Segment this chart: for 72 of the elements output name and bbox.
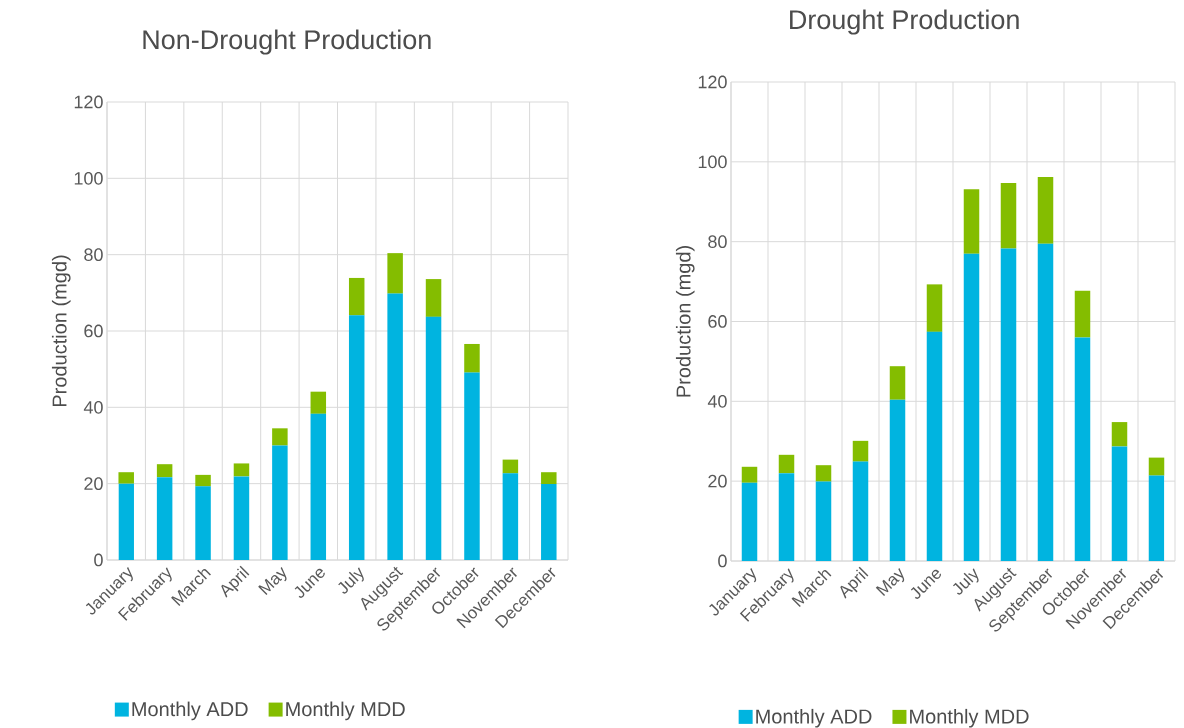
bar [310,391,327,414]
bar [1074,290,1091,338]
x-tick-label: May [258,566,287,595]
bar [464,343,480,373]
legend-label: Monthly ADD [132,701,248,721]
bar [741,466,758,483]
y-tick-label: 80 [84,248,103,262]
bar [926,284,943,332]
bar [889,366,906,400]
bar [272,445,288,560]
y-tick-label: 0 [718,554,727,568]
bar [195,474,211,487]
bar [156,464,173,478]
bar [541,484,557,560]
bar [425,316,442,560]
y-tick-label: 120 [74,95,103,109]
bar [1111,446,1128,561]
legend-label: Monthly ADD [756,708,872,728]
bar [233,476,250,560]
bar [233,463,250,477]
bar [502,473,519,560]
chart-title: Drought Production [790,9,1019,35]
bar [387,253,403,294]
bar [741,482,758,561]
bar [464,372,480,560]
bar [963,253,980,561]
y-tick-label: 60 [708,315,727,328]
bar [1037,243,1054,561]
legend-label: Monthly MDD [286,701,405,721]
bar [541,472,557,485]
y-tick-label: 60 [84,324,103,338]
bar [1037,176,1054,244]
bar [1148,457,1165,476]
y-tick-label: 80 [708,235,727,249]
bar [889,399,906,561]
x-tick-label: May [875,567,905,596]
bar [425,279,442,317]
bar [272,428,288,446]
y-tick-label: 20 [84,477,103,491]
bar [118,483,134,560]
y-axis-title: Production (mgd) [675,246,695,397]
y-tick-label: 40 [707,394,727,408]
bar [1148,475,1165,561]
chart-title: Non-Drought Production [143,29,431,55]
bar [778,454,795,474]
bar [1000,248,1017,561]
bar [815,465,832,482]
bar [195,486,211,560]
bar [387,293,403,560]
bar [778,473,795,561]
y-tick-label: 40 [83,400,103,414]
bar [1000,182,1017,249]
legend-label: Monthly MDD [910,708,1029,728]
bar [502,459,519,474]
y-tick-label: 100 [74,171,103,185]
bar [348,315,365,560]
y-tick-label: 0 [94,553,103,567]
bar [852,461,869,561]
y-axis-title: Production (mgd) [51,255,71,407]
bar [156,477,173,560]
bar [852,440,869,462]
bar [815,481,832,561]
bar [1074,337,1091,561]
y-tick-label: 100 [698,155,727,169]
bar [1111,422,1128,447]
bar [348,277,365,316]
bar [118,472,134,484]
y-tick-label: 120 [698,75,727,89]
bar [926,331,943,561]
bar [310,413,327,560]
bar [963,189,980,254]
y-tick-label: 20 [708,474,727,488]
